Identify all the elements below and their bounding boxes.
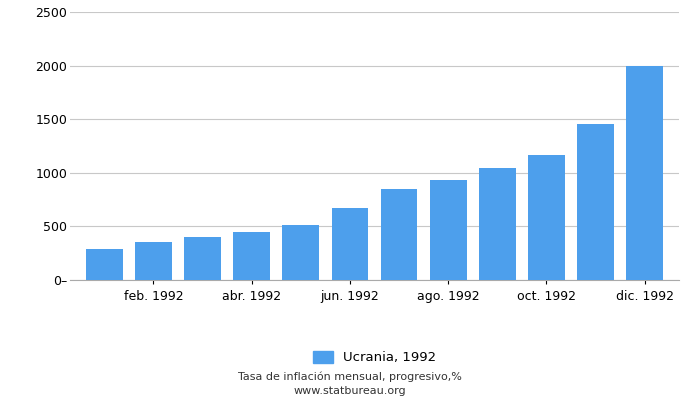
Legend: Ucrania, 1992: Ucrania, 1992 (307, 346, 442, 370)
Bar (528, 155, 565, 280)
Bar (86, 250, 122, 280)
Bar (430, 180, 467, 280)
Bar (381, 190, 417, 280)
Bar (282, 225, 319, 280)
Bar (332, 208, 368, 280)
Bar (479, 168, 516, 280)
Bar (577, 124, 614, 280)
Bar (135, 242, 172, 280)
Bar (626, 66, 663, 280)
Bar (184, 236, 221, 280)
Bar (233, 232, 270, 280)
Text: Tasa de inflación mensual, progresivo,%
www.statbureau.org: Tasa de inflación mensual, progresivo,% … (238, 372, 462, 396)
